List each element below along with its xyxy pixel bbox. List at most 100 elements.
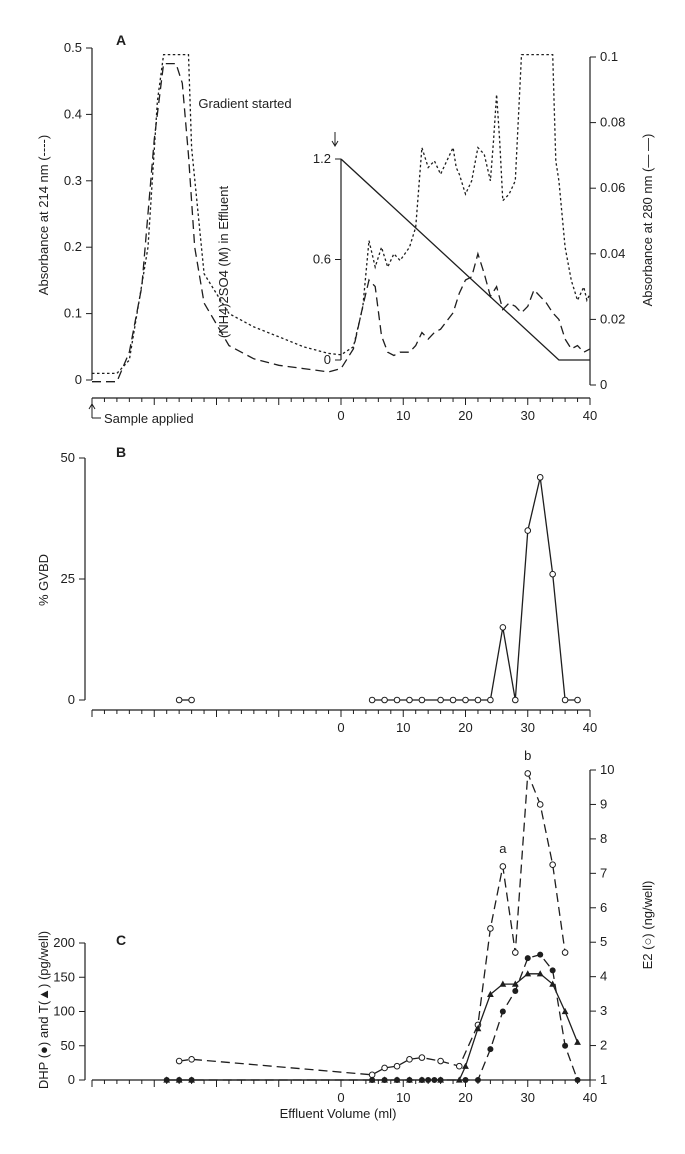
series-c2-point	[499, 980, 507, 987]
series-c2-line	[166, 973, 579, 1081]
series-a0-line	[92, 53, 591, 375]
series-c0-point	[393, 1062, 401, 1070]
x-tick-label: 20	[458, 1090, 472, 1105]
left-y-axis-label: (NH4)2SO4 (M) in Effluent	[216, 186, 231, 339]
left-y-tick-label: 0	[75, 372, 82, 387]
series-b1-point	[393, 696, 401, 704]
series-c0-point	[188, 1056, 195, 1063]
panel-label: C	[116, 932, 126, 948]
point-label: b	[524, 748, 531, 763]
series-b1-point	[449, 696, 457, 704]
series-b0-point	[175, 696, 183, 704]
series-c2-point	[561, 1007, 569, 1015]
x-tick-label: 40	[583, 1090, 597, 1105]
panel-label: A	[116, 32, 126, 48]
series-c0-point	[487, 925, 494, 932]
panel-a: A 0 0.1 0.2 0.3 0.4 0.5 Absorbance at 214 nm (-…	[36, 32, 655, 426]
right-y-tick-label: 6	[600, 900, 607, 915]
series-c0-point	[499, 863, 507, 870]
series-c2-point	[175, 1076, 183, 1083]
series-c1-point	[562, 1042, 569, 1049]
series-c1-point	[549, 967, 556, 974]
series-b1-point	[524, 527, 532, 534]
right-y-tick-label: 7	[600, 865, 607, 880]
series-c2-point	[574, 1038, 581, 1045]
series-c0-point	[524, 770, 532, 777]
left-y-axis-label: DHP (●) and T(▲) (pg/well)	[36, 931, 51, 1089]
x-tick-label: 40	[583, 720, 597, 735]
x-tick-label: 10	[396, 1090, 410, 1105]
x-tick-label: 20	[458, 408, 472, 423]
left-y-axis-label: Absorbance at 214 nm (----)	[36, 135, 51, 295]
sample-arrow	[88, 403, 101, 419]
x-axis-label: Effluent Volume (ml)	[280, 1106, 397, 1121]
series-c0-point	[437, 1057, 444, 1065]
left-y-tick-label: 0	[68, 1072, 75, 1087]
x-tick-label: 40	[583, 408, 597, 423]
x-tick-label: 30	[521, 1090, 535, 1105]
series-c2-point	[487, 990, 494, 997]
series-b1-point	[381, 696, 388, 704]
series-c1-point	[499, 1008, 506, 1015]
series-c0-point	[406, 1056, 413, 1063]
series-c2-point	[163, 1076, 171, 1083]
right-y-tick-label: 0	[600, 377, 607, 392]
x-tick-label: 10	[396, 720, 410, 735]
series-b1-point	[536, 474, 544, 481]
x-tick-label: 0	[337, 408, 344, 423]
right-y-tick-label: 0.06	[600, 180, 625, 195]
series-c2-point	[418, 1076, 426, 1083]
left-y-tick-label: 50	[61, 450, 75, 465]
x-tick-label: 10	[396, 408, 410, 423]
series-c0-point	[536, 801, 544, 808]
series-b1-point	[462, 696, 469, 704]
series-b1-point	[487, 696, 494, 704]
left-y-axis-label: % GVBD	[36, 554, 51, 606]
left-y-tick-label: 0.6	[313, 252, 331, 267]
series-c1-point	[524, 955, 531, 962]
right-y-tick-label: 5	[600, 934, 607, 949]
series-c2-point	[368, 1076, 376, 1083]
series-c0-line	[179, 773, 566, 1076]
right-y-tick-label: 1	[600, 1072, 607, 1087]
gradient-arrow	[331, 132, 339, 147]
left-y-tick-label: 150	[53, 969, 75, 984]
series-b1-point	[574, 696, 581, 704]
right-y-tick-label: 8	[600, 831, 607, 846]
series-c2-point	[462, 1062, 469, 1069]
series-c1-point	[474, 1077, 481, 1083]
left-y-tick-label: 1.2	[313, 151, 331, 166]
x-tick-label: 0	[337, 720, 344, 735]
series-c0-point	[512, 949, 519, 956]
right-y-tick-label: 4	[600, 969, 607, 984]
series-a2-line	[340, 158, 590, 361]
left-y-tick-label: 0.4	[64, 106, 82, 121]
panel-label: B	[116, 444, 126, 460]
series-c2-point	[455, 1076, 463, 1083]
series-c1-point	[462, 1077, 469, 1083]
series-c0-point	[455, 1062, 463, 1070]
left-y-tick-label: 0.3	[64, 173, 82, 188]
series-c2-point	[474, 1025, 482, 1032]
right-y-axis-label: E2 (○) (ng/well)	[640, 881, 655, 970]
series-b1-line	[372, 477, 578, 701]
series-c1-point	[487, 1046, 494, 1053]
series-b0-point	[188, 696, 195, 704]
panel-b: B 0 25 50 % GVBD 0 10 20 30 40	[36, 444, 597, 735]
right-y-tick-label: 0.08	[600, 115, 625, 130]
series-c2-point	[549, 980, 557, 987]
series-b1-point	[512, 696, 519, 704]
series-c2-point	[524, 970, 532, 977]
x-tick-label: 0	[337, 1090, 344, 1105]
left-y-tick-label: 25	[61, 571, 75, 586]
series-c2-point	[437, 1076, 444, 1083]
series-c0-point	[561, 949, 569, 956]
series-c0-point	[381, 1064, 388, 1072]
series-c0-point	[549, 861, 556, 869]
series-c2-point	[536, 970, 544, 977]
gradient-annotation: Gradient started	[198, 96, 291, 111]
series-c0-point	[175, 1057, 183, 1065]
series-b1-point	[474, 696, 482, 704]
